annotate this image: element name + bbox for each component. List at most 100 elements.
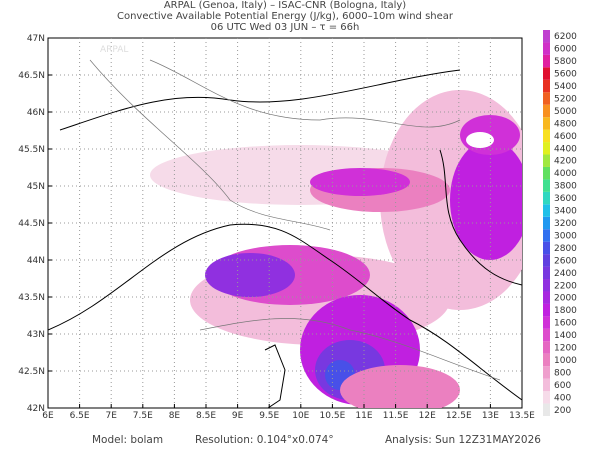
lat-label: 44.5N [18, 219, 45, 229]
lon-label: 7E [105, 411, 117, 421]
colorbar-label: 1000 [554, 356, 577, 366]
lon-label: 12E [419, 411, 436, 421]
footer-analysis: Analysis: Sun 12Z31MAY2026 [385, 434, 541, 446]
lat-label: 47N [27, 34, 45, 44]
colorbar-label: 4800 [554, 119, 577, 129]
lon-label: 13.5E [509, 411, 535, 421]
colorbar: 200 400 600 800 1000 1200 1400 1600 1800 2000 2200… [543, 30, 577, 416]
colorbar-label: 800 [554, 368, 571, 378]
colorbar-label: 3000 [554, 231, 577, 241]
lon-label: 12.5E [446, 411, 472, 421]
colorbar-label: 1200 [554, 344, 577, 354]
colorbar-label: 4600 [554, 132, 577, 142]
colorbar-swatch [543, 154, 550, 167]
colorbar-swatch [543, 30, 550, 43]
colorbar-label: 1400 [554, 331, 577, 341]
colorbar-swatch [543, 366, 550, 379]
colorbar-label: 5600 [554, 70, 577, 80]
colorbar-swatch [543, 353, 550, 367]
colorbar-swatch [543, 129, 550, 143]
lat-label: 43N [27, 330, 45, 340]
colorbar-label: 2000 [554, 294, 577, 304]
colorbar-label: 6000 [554, 45, 577, 55]
colorbar-label: 600 [554, 381, 571, 391]
colorbar-swatch [543, 42, 550, 55]
map-area: ARPAL [47, 37, 523, 409]
colorbar-swatch [543, 229, 550, 242]
colorbar-label: 2600 [554, 256, 577, 266]
colorbar-label: 6200 [554, 32, 577, 42]
colorbar-swatch [543, 79, 550, 93]
colorbar-swatch [543, 241, 550, 255]
title-line: ARPAL (Genoa, Italy) – ISAC-CNR (Bologna… [164, 0, 406, 11]
colorbar-swatch [543, 204, 550, 217]
lat-label: 46.5N [18, 71, 45, 81]
colorbar-swatch [543, 341, 550, 354]
lat-label: 42.5N [18, 367, 45, 377]
colorbar-label: 1800 [554, 306, 577, 316]
colorbar-swatch [543, 216, 550, 230]
colorbar-label: 3800 [554, 182, 577, 192]
lat-label: 46N [27, 108, 45, 118]
colorbar-label: 3200 [554, 219, 577, 229]
colorbar-swatch [543, 303, 550, 317]
colorbar-swatch [543, 166, 550, 180]
colorbar-label: 3600 [554, 194, 577, 204]
lon-label: 11.5E [383, 411, 409, 421]
lat-label: 43.5N [18, 293, 45, 303]
colorbar-label: 5200 [554, 94, 577, 104]
colorbar-label: 3400 [554, 207, 577, 217]
lon-label: 10E [292, 411, 309, 421]
footer-model: Model: bolam [92, 434, 163, 446]
colorbar-swatch [543, 266, 550, 280]
colorbar-swatch [543, 403, 550, 416]
colorbar-label: 2400 [554, 269, 577, 279]
lat-label: 45N [27, 182, 45, 192]
colorbar-swatch [543, 191, 550, 205]
colorbar-label: 200 [554, 406, 571, 416]
colorbar-swatch [543, 391, 550, 404]
colorbar-swatch [543, 254, 550, 267]
colorbar-swatch [543, 291, 550, 304]
lon-label: 7.5E [133, 411, 153, 421]
lon-label: 6.5E [70, 411, 90, 421]
colorbar-label: 4200 [554, 157, 577, 167]
colorbar-label: 5000 [554, 107, 577, 117]
lon-label: 13E [482, 411, 499, 421]
colorbar-label: 4000 [554, 169, 577, 179]
cape-shading [150, 90, 522, 408]
watermark: ARPAL [100, 45, 128, 55]
colorbar-label: 400 [554, 393, 571, 403]
colorbar-label: 2200 [554, 281, 577, 291]
lon-label: 9.5E [259, 411, 279, 421]
colorbar-label: 5400 [554, 82, 577, 92]
title-line: Convective Available Potential Energy (J… [117, 11, 454, 22]
colorbar-swatch [543, 179, 550, 192]
colorbar-swatch [543, 67, 550, 80]
colorbar-swatch [543, 142, 550, 155]
lon-label: 11E [355, 411, 372, 421]
colorbar-label: 5800 [554, 57, 577, 67]
colorbar-label: 2800 [554, 244, 577, 254]
lon-label: 10.5E [320, 411, 346, 421]
borders [89, 59, 501, 381]
lon-label: 6E [42, 411, 54, 421]
footer-resolution: Resolution: 0.104°x0.074° [195, 434, 334, 446]
colorbar-swatch [543, 316, 550, 329]
colorbar-swatch [543, 117, 550, 130]
lat-label: 44N [27, 256, 45, 266]
lat-label: 45.5N [18, 145, 45, 155]
colorbar-swatch [543, 328, 550, 342]
lat-label: 42N [27, 404, 45, 414]
lon-label: 8.5E [196, 411, 216, 421]
lon-label: 9E [232, 411, 244, 421]
colorbar-swatch [543, 54, 550, 68]
colorbar-swatch [543, 378, 550, 392]
colorbar-label: 1600 [554, 319, 577, 329]
colorbar-label: 4400 [554, 144, 577, 154]
lon-label: 8E [169, 411, 181, 421]
colorbar-swatch [543, 279, 550, 292]
colorbar-swatch [543, 92, 550, 105]
title-line: 06 UTC Wed 03 JUN – τ = 66h [211, 22, 360, 33]
